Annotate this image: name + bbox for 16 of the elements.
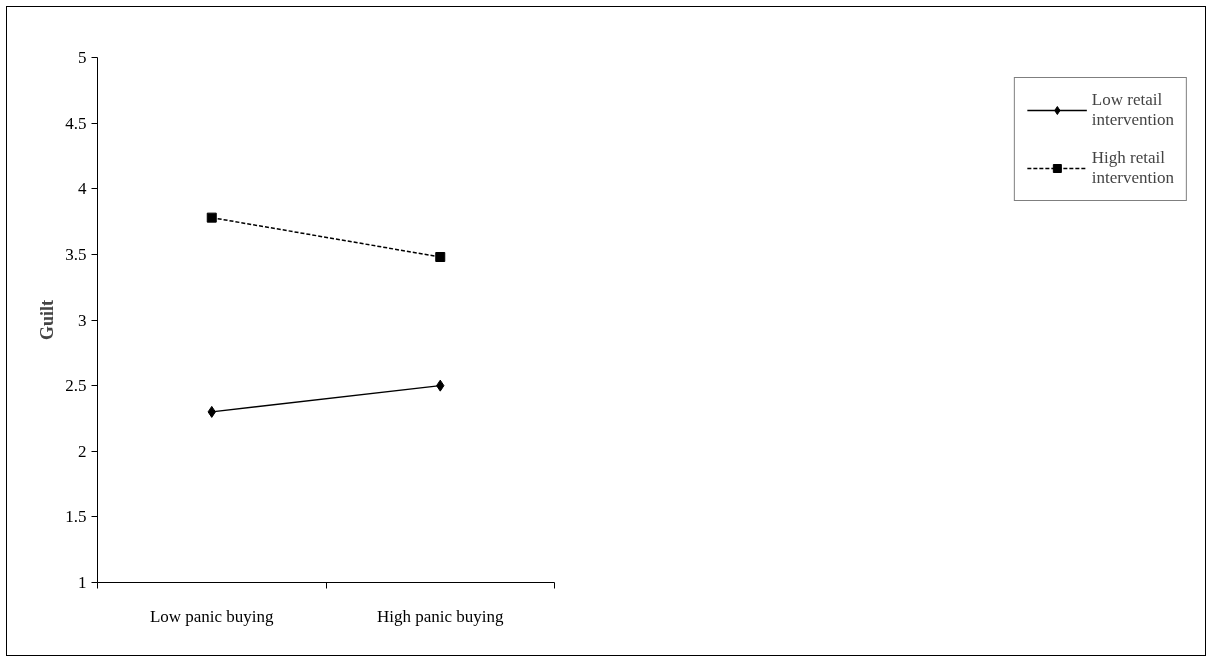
y-tick-label: 3.5	[65, 244, 87, 264]
x-tick-label: High panic buying	[376, 606, 505, 626]
point	[435, 252, 446, 262]
y-tick-label: 3	[78, 310, 87, 330]
x-tick-label: Low panic buying	[149, 606, 275, 626]
y-tick-label: 2.5	[65, 376, 87, 396]
point	[206, 212, 217, 223]
y-tick-label: 4.5	[65, 113, 87, 133]
y-tick-label: 4	[78, 179, 87, 199]
legend-label: High retail intervention	[1091, 148, 1174, 188]
y-tick-label: 5	[78, 48, 87, 67]
legend-label: Low retail intervention	[1091, 90, 1174, 130]
y-tick-label: 1.5	[65, 507, 87, 527]
y-tick-label: 2	[78, 441, 87, 461]
y-axis-title: Guilt	[37, 299, 58, 340]
y-tick-label: 1	[78, 573, 87, 592]
